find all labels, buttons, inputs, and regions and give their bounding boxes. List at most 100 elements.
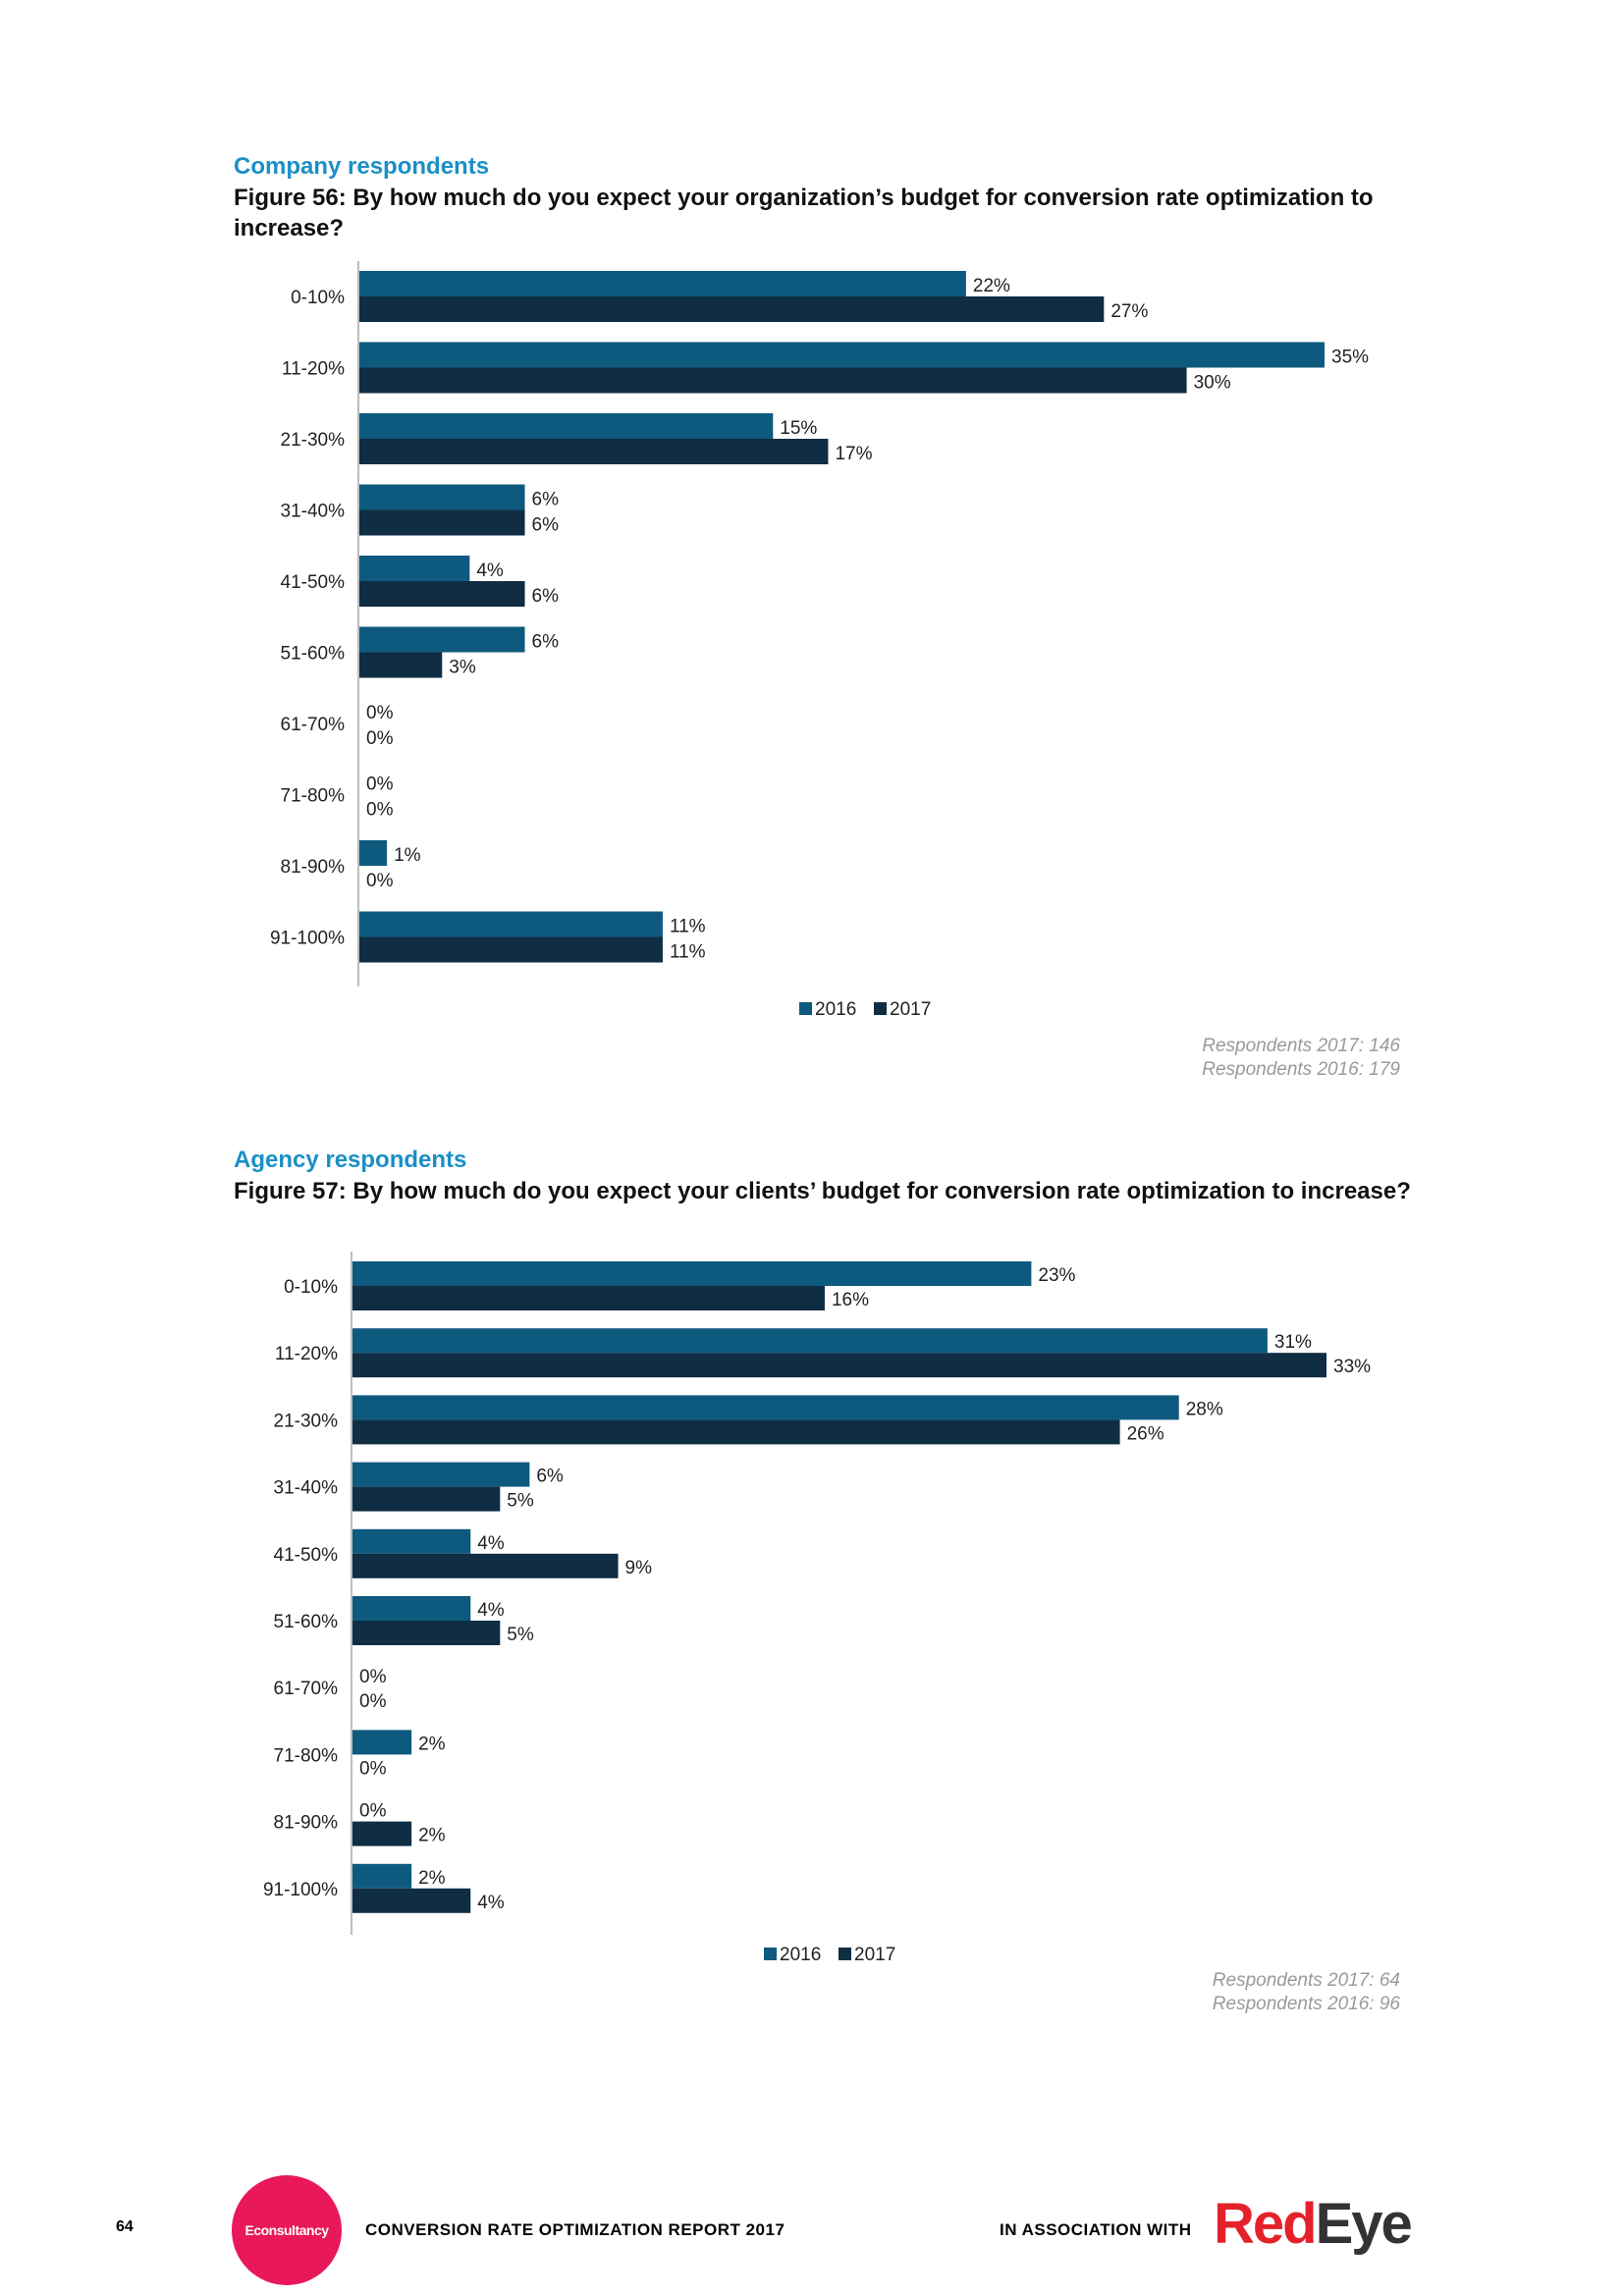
figure-56-title: Figure 56: By how much do you expect you… [234,185,1374,241]
bar-2016 [352,1462,530,1487]
data-label: 23% [1038,1265,1075,1286]
data-label: 33% [1333,1357,1371,1377]
data-label: 0% [366,774,394,795]
bar-2016 [359,556,470,581]
legend-label: 2016 [815,999,856,1020]
bar-2016 [352,1596,471,1621]
bar-2017 [352,1419,1120,1445]
legend-label: 2017 [854,1945,895,1965]
data-label: 0% [359,1758,387,1779]
bar-2016 [359,342,1325,368]
data-label: 28% [1186,1399,1223,1419]
data-label: 4% [477,1600,505,1621]
bar-2017 [352,1621,501,1645]
bar-2017 [359,936,663,963]
bar-2016 [359,840,388,866]
category-label: 31-40% [274,1478,339,1499]
data-label: 2% [418,1826,446,1846]
legend-swatch [839,1948,851,1960]
bar-2017 [352,1888,471,1913]
section-label-company: Company respondents [234,153,490,180]
data-label: 3% [449,658,476,678]
association-label: IN ASSOCIATION WITH [1000,2220,1192,2239]
bar-2016 [359,911,663,937]
category-label: 91-100% [263,1880,338,1900]
category-label: 81-90% [281,857,346,878]
bar-2016 [359,484,525,510]
data-label: 0% [366,703,394,723]
data-label: 1% [394,845,421,866]
redeye-logo: RedEye [1214,2191,1413,2257]
figure-56-chart: 0-10% 22% 27% 11-20% 35% 30% 21-30% 15% 17% 31-40… [270,261,1369,1020]
data-label: 16% [832,1290,869,1310]
category-label: 91-100% [270,929,345,949]
figure-56-respondents: Respondents 2017: 146 Respondents 2016: … [1202,1035,1400,1082]
category-label: 81-90% [274,1813,339,1834]
figure-57-respondents: Respondents 2017: 64 Respondents 2016: 9… [1213,1969,1400,2016]
data-label: 31% [1274,1332,1312,1353]
redeye-red: Red [1214,2192,1318,2256]
bar-2017 [352,1286,825,1310]
bar-2016 [352,1328,1268,1354]
bar-2017 [359,439,829,464]
data-label: 4% [477,1533,505,1554]
bar-2017 [352,1486,501,1512]
category-label: 51-60% [274,1612,339,1632]
category-label: 51-60% [281,644,346,665]
legend-label: 2017 [890,999,931,1020]
legend-label: 2016 [780,1945,821,1965]
bar-2016 [352,1528,471,1554]
bar-2016 [352,1730,412,1755]
category-label: 41-50% [281,572,346,593]
redeye-dark: Eye [1315,2192,1413,2256]
data-label: 0% [359,1691,387,1712]
category-label: 0-10% [284,1277,338,1298]
data-label: 9% [625,1558,653,1578]
figure-57-chart: 0-10% 23% 16% 11-20% 31% 33% 21-30% 28% 26% 31-40… [263,1252,1371,1965]
data-label: 11% [670,917,706,937]
legend-swatch [764,1948,777,1960]
data-label: 0% [359,1667,387,1687]
section-label-agency: Agency respondents [234,1147,467,1173]
respondents-2017: Respondents 2017: 146 [1202,1036,1400,1056]
legend-swatch [874,1002,887,1015]
legend-swatch [799,1002,812,1015]
page-number: 64 [116,2218,134,2235]
data-label: 0% [359,1801,387,1822]
figure-57-title: Figure 57: By how much do you expect you… [234,1178,1411,1204]
bar-2017 [359,296,1105,322]
bar-2016 [359,271,966,296]
respondents-2016: Respondents 2016: 96 [1212,1994,1400,2014]
data-label: 26% [1127,1423,1164,1444]
bar-2017 [359,581,525,607]
data-label: 0% [366,871,394,891]
data-label: 27% [1110,301,1148,322]
logo-text: Econsultancy [244,2222,329,2238]
data-label: 2% [418,1868,446,1889]
data-label: 6% [532,632,560,653]
data-label: 0% [366,728,394,749]
category-label: 41-50% [274,1545,339,1566]
data-label: 6% [532,490,560,510]
bar-2016 [359,626,525,653]
category-label: 61-70% [281,715,346,735]
data-label: 0% [366,800,394,821]
category-label: 21-30% [281,430,346,451]
data-label: 6% [532,515,560,536]
data-label: 22% [973,276,1010,296]
data-label: 2% [418,1734,446,1754]
data-label: 5% [507,1625,534,1645]
econsultancy-logo: Econsultancy [232,2175,342,2285]
data-label: 35% [1331,347,1369,368]
bar-2017 [352,1821,412,1846]
respondents-2016: Respondents 2016: 179 [1202,1059,1400,1080]
bar-2017 [359,509,525,536]
bar-2017 [359,367,1187,394]
category-label: 11-20% [282,359,345,380]
bar-2017 [352,1553,619,1578]
category-label: 71-80% [281,786,346,807]
bar-2017 [352,1353,1326,1378]
category-label: 11-20% [275,1344,338,1364]
category-label: 71-80% [274,1745,339,1766]
bar-2016 [352,1863,412,1889]
